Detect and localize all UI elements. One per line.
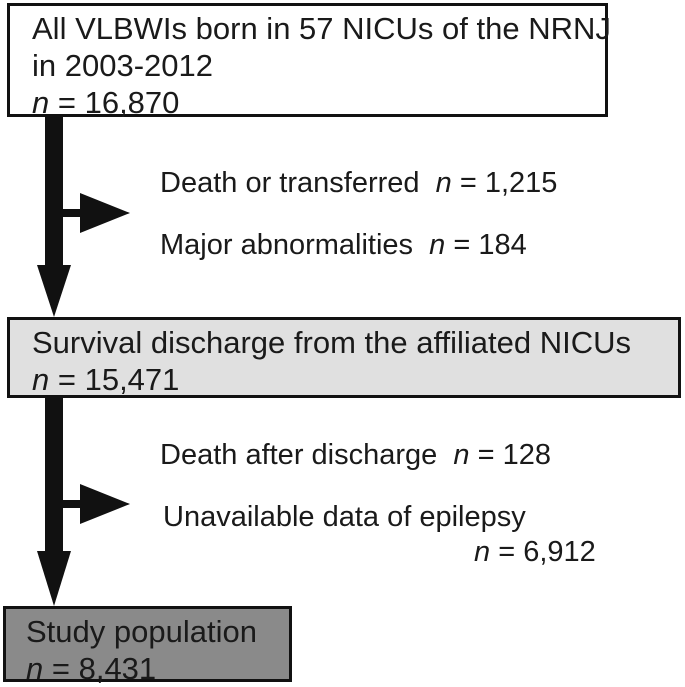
count-value: = 128 <box>477 439 551 471</box>
vertical-arrow-shaft-2 <box>45 398 63 553</box>
n-symbol: n <box>435 167 452 199</box>
vertical-arrow-shaft-1 <box>45 117 63 267</box>
box-all-vlbwis: All VLBWIs born in 57 NICUs of the NRNJ … <box>7 3 611 120</box>
side-arrow-head-1 <box>80 193 130 233</box>
count-value: = 1,215 <box>459 167 558 199</box>
n-symbol: n <box>26 651 44 686</box>
box-bottom-line1: Study population <box>26 614 257 649</box>
box-top-count: n = 16,870 <box>32 84 595 121</box>
vertical-arrow-head-1 <box>37 265 71 317</box>
box-top-line1: All VLBWIs born in 57 NICUs of the NRNJ <box>32 11 611 46</box>
box-study-population: Study population n = 8,431 <box>3 606 292 686</box>
n-symbol: n <box>32 85 50 120</box>
side-arrow-shaft-1 <box>63 209 85 217</box>
n-symbol: n <box>429 229 446 261</box>
exclusion-major-abnormalities: Major abnormalities n = 184 <box>160 228 527 262</box>
box-middle-count: n = 15,471 <box>32 361 668 398</box>
n-symbol: n <box>474 536 491 568</box>
box-survival-discharge: Survival discharge from the affiliated N… <box>7 317 681 398</box>
count-value: = 184 <box>453 229 527 261</box>
side-arrow-shaft-2 <box>63 500 85 508</box>
count-value: = 16,870 <box>57 85 180 120</box>
exclusion-unavailable-epilepsy-label: Unavailable data of epilepsy <box>163 500 526 534</box>
count-value: = 8,431 <box>51 651 157 686</box>
exclusion-label: Death after discharge <box>160 439 438 471</box>
exclusion-death-or-transferred: Death or transferred n = 1,215 <box>160 166 557 200</box>
exclusion-label: Unavailable data of epilepsy <box>163 501 526 533</box>
n-symbol: n <box>32 362 50 397</box>
count-value: = 15,471 <box>57 362 180 397</box>
n-symbol: n <box>453 439 470 471</box>
box-middle-line1: Survival discharge from the affiliated N… <box>32 325 632 360</box>
box-bottom-count: n = 8,431 <box>26 650 279 687</box>
vertical-arrow-head-2 <box>37 551 71 606</box>
exclusion-label: Death or transferred <box>160 167 420 199</box>
exclusion-death-after-discharge: Death after discharge n = 128 <box>160 438 551 472</box>
count-value: = 6,912 <box>498 536 596 568</box>
box-top-line2: in 2003-2012 <box>32 48 213 83</box>
exclusion-label: Major abnormalities <box>160 229 414 261</box>
side-arrow-head-2 <box>80 484 130 524</box>
exclusion-unavailable-epilepsy-count: n = 6,912 <box>474 535 596 569</box>
